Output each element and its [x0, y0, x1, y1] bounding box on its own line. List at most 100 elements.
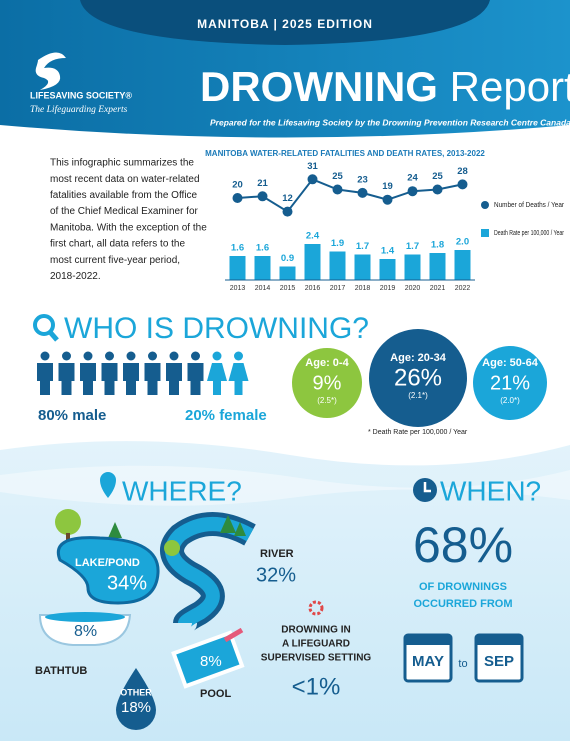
- bar-label: 1.6: [256, 243, 269, 254]
- person-body: [144, 363, 161, 395]
- clock-hands: [423, 482, 431, 493]
- bar: [404, 254, 421, 280]
- header-tab: [80, 0, 490, 45]
- other-pct: 18%: [121, 699, 151, 716]
- male-label: 80% male: [38, 407, 106, 424]
- pool-label: POOL: [200, 688, 231, 700]
- bar: [329, 251, 346, 280]
- bar: [304, 244, 321, 280]
- bar: [279, 266, 296, 280]
- bar-label: 2.4: [306, 231, 320, 242]
- pin-icon: [100, 472, 116, 498]
- person-head: [169, 351, 179, 361]
- org-name: LIFESAVING SOCIETY®: [30, 90, 132, 100]
- point-label: 19: [382, 181, 393, 192]
- point: [257, 191, 268, 202]
- calendar-top: [476, 635, 522, 645]
- x-tick-label: 2016: [305, 285, 321, 292]
- person-head: [234, 351, 243, 361]
- logo-mark: [35, 52, 66, 90]
- tree: [164, 540, 180, 556]
- water-drop: [116, 668, 156, 730]
- tree: [55, 509, 81, 535]
- person-body: [80, 363, 96, 395]
- point-label: 21: [257, 178, 268, 189]
- river-pct: 32%: [256, 564, 296, 586]
- point: [432, 184, 443, 195]
- age-pct: 9%: [313, 372, 342, 394]
- river-label: RIVER: [260, 548, 294, 560]
- person-head: [62, 351, 71, 361]
- point-label: 25: [332, 171, 343, 182]
- supervised: DROWNING IN A LIFEGUARD SUPERVISED SETTING: [261, 625, 372, 664]
- bathtub-water: [45, 612, 125, 622]
- month-from: MAY: [412, 653, 444, 670]
- age-label: Age: 50-64: [482, 357, 539, 369]
- chart: MANITOBA WATER-RELATED FATALITIES AND DE…: [205, 149, 564, 292]
- bar-label: 2.0: [456, 237, 469, 248]
- bar: [454, 250, 471, 280]
- person-head: [83, 351, 93, 361]
- calendar-top: [405, 635, 451, 645]
- bar: [379, 259, 396, 280]
- bar-label: 1.4: [381, 246, 395, 257]
- point: [457, 179, 468, 190]
- intro-line: fatalities available from the Office: [50, 190, 198, 201]
- bathtub-label: BATHTUB: [35, 665, 87, 677]
- lake-label: LAKE/POND: [75, 557, 140, 569]
- supervised-line: SUPERVISED SETTING: [261, 653, 372, 664]
- x-tick-label: 2015: [280, 285, 296, 292]
- person-head: [105, 351, 114, 361]
- intro-line: most current five-year period,: [50, 255, 180, 266]
- month-to-word: to: [458, 658, 467, 670]
- pool-pct: 8%: [200, 653, 222, 670]
- point: [357, 187, 368, 198]
- x-tick-label: 2022: [455, 285, 471, 292]
- legend-label: Number of Deaths / Year: [494, 202, 565, 209]
- point-label: 20: [232, 180, 243, 191]
- bathtub: [38, 614, 132, 646]
- age-circle: [292, 348, 362, 418]
- river-water: [165, 517, 254, 628]
- bar-label: 1.7: [406, 241, 419, 252]
- tagline: The Lifeguarding Experts: [30, 104, 128, 115]
- diving-board: [223, 627, 244, 643]
- person-body: [187, 363, 204, 395]
- intro-line: This infographic summarizes the: [50, 158, 194, 169]
- search-icon: [33, 314, 55, 336]
- subtitle: Prepared for the Lifesaving Society by t…: [210, 117, 570, 127]
- when-pct: 68%: [413, 517, 513, 573]
- age-circle: [369, 329, 467, 427]
- point: [282, 206, 293, 217]
- report-title: DROWNING Report: [200, 63, 570, 110]
- point-label: 28: [457, 166, 468, 177]
- tree: [108, 522, 122, 538]
- x-tick-label: 2021: [430, 285, 446, 292]
- x-tick-label: 2020: [405, 285, 421, 292]
- person-head: [40, 351, 50, 361]
- bathtub-pct: 8%: [74, 623, 97, 640]
- intro: This infographic summarizes the most rece…: [50, 158, 207, 282]
- month-until: SEP: [484, 653, 514, 670]
- female-label: 20% female: [185, 407, 267, 424]
- point: [332, 184, 343, 195]
- bar: [429, 253, 446, 280]
- legend-swatch: [481, 201, 489, 209]
- intro-line: most recent data on water-related: [50, 174, 200, 185]
- age-pct: 26%: [394, 364, 442, 391]
- person-body: [37, 363, 53, 395]
- age-pct: 21%: [490, 372, 530, 394]
- when-line: OCCURRED FROM: [414, 598, 513, 610]
- point: [232, 193, 243, 203]
- supervised-pct: <1%: [292, 673, 341, 700]
- age-label: Age: 20-34: [390, 352, 447, 364]
- title-light: Report: [450, 63, 570, 110]
- people-icons: [37, 351, 249, 395]
- intro-line: 2018-2022.: [50, 271, 101, 282]
- edition: MANITOBA | 2025 EDITION: [197, 17, 373, 31]
- x-tick-label: 2018: [355, 285, 371, 292]
- person-body: [101, 363, 118, 395]
- search-icon-handle: [48, 330, 59, 342]
